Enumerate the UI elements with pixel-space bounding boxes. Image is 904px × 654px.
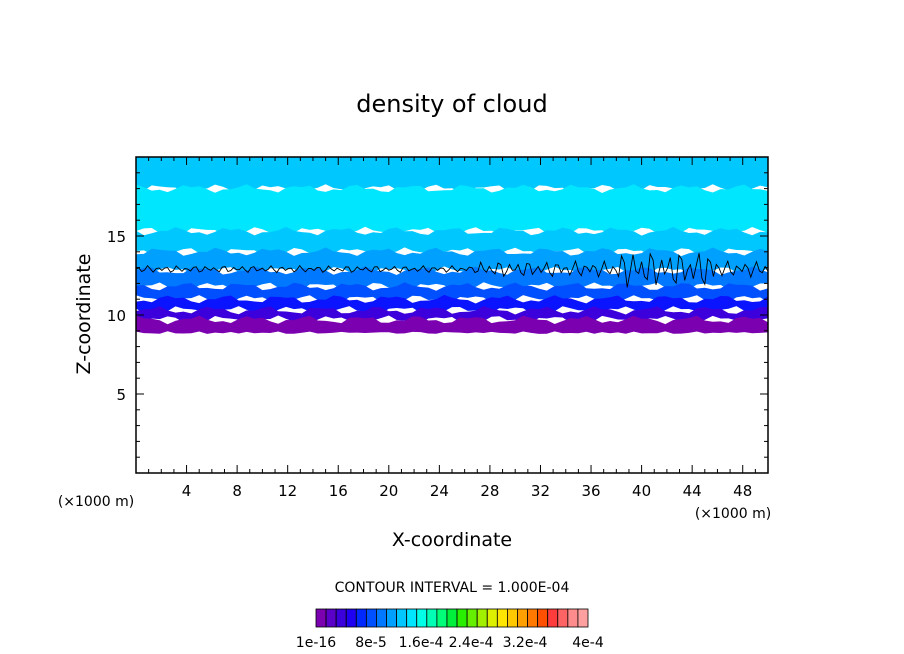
colorbar-label: 2.4e-4 [449,635,494,651]
colorbar-swatch [486,608,498,628]
colorbar-swatch [355,608,367,628]
colorbar-swatch [547,608,559,628]
colorbar-swatch [396,608,408,628]
colorbar-label: 1e-16 [296,635,336,651]
colorbar-swatch [557,608,569,628]
colorbar-swatch [466,608,478,628]
x-tick-label: 12 [278,482,297,500]
x-tick-label: 36 [581,482,600,500]
colorbar-swatch [577,608,589,628]
colorbar-swatch [527,608,539,628]
x-tick-label: 32 [531,482,550,500]
x-tick-label: 40 [632,482,651,500]
chart-title: density of cloud [356,90,547,118]
x-unit-right: (×1000 m) [695,506,771,522]
colorbar-swatch [365,608,377,628]
colorbar-swatch [476,608,488,628]
y-axis: 5 10 15 [107,172,768,458]
contour-band [136,157,768,193]
colorbar-swatch [416,608,428,628]
colorbar-label: 3.2e-4 [503,635,548,651]
colorbar-swatch [345,608,357,628]
plot-area [135,156,769,474]
colorbar-label: 8e-5 [355,635,386,651]
colorbar-swatch [315,608,327,628]
contour-band [136,184,768,236]
y-tick-label: 15 [107,228,126,246]
x-tick-label: 44 [683,482,702,500]
colorbar-swatch [537,608,549,628]
x-tick-label: 28 [480,482,499,500]
colorbar-swatch [376,608,387,628]
x-tick-label: 24 [430,482,449,500]
colorbar-swatch [496,608,508,628]
x-axis: 4 8 12 16 20 24 28 32 36 40 44 48 [148,157,756,500]
contour-band [136,315,768,334]
colorbar-label: 1.6e-4 [399,635,444,651]
colorbar-swatch [567,608,579,628]
colorbar-swatch [517,608,528,628]
y-tick-label: 5 [116,386,126,404]
contour-line [136,252,768,288]
colorbar-label: 4e-4 [572,635,604,651]
x-tick-label: 4 [182,482,192,500]
y-axis-label: Z-coordinate [73,254,95,375]
colorbar-swatch [335,608,347,628]
colorbar-labels: 1e-16 8e-5 1.6e-4 2.4e-4 3.2e-4 4e-4 [296,635,604,651]
colorbar-swatch [325,608,337,628]
contour-fill [136,157,768,334]
x-unit-left: (×1000 m) [58,494,134,510]
contour-band [136,226,768,256]
contour-band [136,306,768,325]
contour-interval-text: CONTOUR INTERVAL = 1.000E-04 [335,580,570,596]
y-tick-label: 10 [107,307,126,325]
colorbar [315,608,589,628]
contour-band [136,294,768,315]
x-tick-label: 20 [379,482,398,500]
x-tick-label: 48 [733,482,752,500]
colorbar-swatch [426,608,438,628]
x-axis-label: X-coordinate [392,529,512,551]
colorbar-swatch [507,608,518,628]
contour-band [136,247,768,275]
colorbar-swatch [406,608,418,628]
colorbar-swatch [456,608,468,628]
x-tick-label: 16 [329,482,348,500]
x-tick-label: 8 [232,482,242,500]
colorbar-swatch [386,608,397,628]
colorbar-swatch [446,608,458,628]
colorbar-swatch [436,608,448,628]
